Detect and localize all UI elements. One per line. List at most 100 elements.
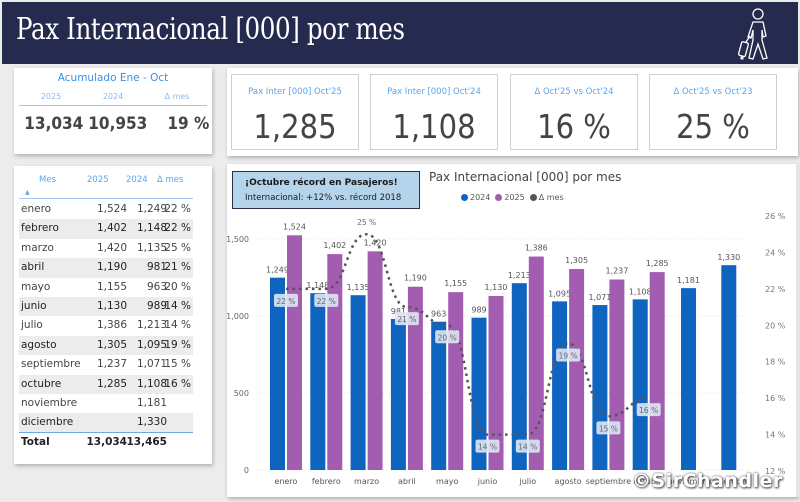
cell-2025: 1,305 — [96, 338, 127, 351]
data-label-2025: 1,190 — [404, 274, 427, 283]
bar-2024 — [310, 293, 326, 470]
y-left-tick-label: 1,000 — [227, 312, 249, 321]
x-tick-label: agosto — [555, 477, 582, 486]
cell-2025: 1,190 — [96, 261, 127, 274]
legend-item-2025[interactable]: 2025 — [495, 193, 525, 202]
data-label-2024: 1,071 — [588, 293, 611, 302]
data-label-2024: 1,330 — [717, 253, 740, 262]
cell-2025: 1,130 — [96, 299, 127, 312]
kpi-value: 25 % — [676, 107, 750, 146]
kpi-label: Δ Oct'25 vs Oct'23 — [673, 87, 753, 97]
delta-data-label: 14 % — [478, 443, 497, 452]
cell-delta: 19 % — [164, 338, 191, 351]
bar-2025 — [569, 269, 585, 470]
cell-2024: 1,095 — [136, 338, 167, 351]
cell-2025: 1,386 — [96, 319, 127, 332]
scrollbar[interactable] — [796, 164, 800, 497]
x-tick-label: marzo — [354, 477, 379, 486]
bar-2024 — [511, 283, 527, 470]
delta-label-box — [274, 293, 298, 307]
kpi-card: Pax Inter [000] Oct'25 1,285 — [231, 74, 359, 150]
table-row[interactable]: junio 1,130 989 14 % — [19, 296, 193, 317]
sort-ascending-icon[interactable]: ▲ — [25, 189, 30, 196]
cell-2024: 1,071 — [136, 358, 167, 371]
table-row[interactable]: febrero 1,402 1,148 22 % — [19, 219, 193, 239]
y-right-tick-label: 14 % — [765, 431, 786, 440]
callout-detail: Internacional: +12% vs. récord 2018 — [245, 193, 402, 203]
table-row[interactable]: septiembre 1,237 1,071 15 % — [19, 355, 193, 374]
data-label-2025: 1,402 — [323, 241, 346, 250]
data-label-2024: 963 — [431, 310, 446, 319]
data-label-2024: 1,213 — [508, 271, 531, 280]
legend-label: 2024 — [470, 193, 491, 202]
callout-headline: ¡Octubre récord en Pasajeros! — [245, 178, 398, 188]
data-label-2024: 989 — [471, 306, 486, 315]
cell-delta: 14 % — [164, 319, 191, 332]
table-row[interactable]: agosto 1,305 1,095 19 % — [19, 335, 193, 356]
x-tick-label: noviembre — [668, 477, 711, 486]
cell-delta: 14 % — [164, 299, 191, 312]
data-label-2025: 1,305 — [565, 256, 588, 265]
kpi-group: Pax Inter [000] Oct'25 1,285 Pax Inter [… — [227, 68, 798, 156]
accumulated-2024: 10,953 — [88, 114, 148, 134]
header-mes[interactable]: Mes — [39, 175, 56, 185]
table-row[interactable]: marzo 1,420 1,135 25 % — [19, 239, 193, 258]
cell-2025: 1,402 — [96, 222, 127, 235]
cell-2024: 1,148 — [136, 222, 167, 235]
delta-data-label: 15 % — [599, 424, 618, 433]
table-row[interactable]: abril 1,190 981 21 % — [19, 258, 193, 278]
table-row[interactable]: noviembre 1,181 — [19, 394, 193, 413]
delta-label-box — [596, 421, 621, 435]
delta-data-label: 25 % — [357, 218, 376, 227]
header-2024[interactable]: 2024 — [126, 175, 148, 185]
table-row[interactable]: julio 1,386 1,213 14 % — [19, 316, 193, 335]
data-label-2025: 1,285 — [646, 259, 669, 268]
cell-delta: 22 % — [164, 222, 191, 235]
kpi-value: 1,285 — [253, 107, 337, 146]
cell-month: junio — [21, 299, 47, 312]
cell-total-label: Total — [21, 435, 50, 448]
legend-label: Δ mes — [538, 193, 564, 202]
table-total-row: Total 13,034 13,465 — [19, 433, 193, 452]
header-delta[interactable]: Δ mes — [157, 175, 184, 185]
cell-2025: 1,285 — [96, 377, 127, 390]
chart-card: 0 500 1,000 1,500 12 % 14 % 16 % 18 % 20 % 22 % 24… — [227, 164, 798, 497]
cell-month: abril — [21, 261, 45, 274]
cell-month: agosto — [21, 338, 57, 351]
delta-data-label: 22 % — [317, 297, 336, 306]
y-right-tick-label: 12 % — [765, 467, 786, 476]
chart-title: Pax Internacional [000] por mes — [429, 170, 622, 184]
delta-data-label: 14 % — [518, 443, 537, 452]
data-label-2025: 1,524 — [283, 222, 306, 231]
bar-2025 — [407, 286, 423, 470]
cell-delta: 20 % — [164, 280, 191, 293]
legend-dot-2025 — [495, 194, 503, 201]
bar-2025 — [287, 235, 302, 470]
legend-dot-delta — [529, 194, 537, 201]
kpi-label: Pax Inter [000] Oct'24 — [387, 87, 481, 97]
cell-delta: 15 % — [164, 358, 191, 371]
legend-item-2024[interactable]: 2024 — [461, 193, 490, 202]
accumulated-card: Acumulado Ene - Oct 2025 2024 Δ mes 13,0… — [14, 68, 212, 154]
delta-data-label: 19 % — [559, 352, 578, 361]
cell-month: septiembre — [21, 358, 81, 371]
col-2024: 2024 — [102, 92, 124, 101]
data-label-2024: 1,148 — [306, 281, 329, 290]
x-tick-label: septiembre — [586, 477, 631, 486]
cell-delta: 22 % — [164, 203, 191, 215]
table-row[interactable]: diciembre 1,330 — [19, 413, 193, 433]
delta-label-box — [435, 330, 460, 344]
table-row[interactable]: mayo 1,155 963 20 % — [19, 278, 193, 297]
x-tick-label: junio — [477, 477, 498, 486]
cell-2024: 1,108 — [136, 377, 167, 390]
chart-legend: 2024 2025 Δ mes — [461, 193, 564, 202]
table-row[interactable]: enero 1,524 1,249 22 % — [19, 200, 193, 219]
bar-line-chart: 0 500 1,000 1,500 12 % 14 % 16 % 18 % 20 % 22 % 24… — [227, 212, 786, 486]
delta-label-box — [475, 439, 500, 453]
table-row[interactable]: octubre 1,285 1,108 16 % — [19, 374, 193, 394]
legend-item-delta[interactable]: Δ mes — [529, 193, 564, 202]
bar-2024 — [681, 288, 696, 470]
header-2025[interactable]: 2025 — [87, 175, 109, 185]
x-tick-label: julio — [518, 477, 536, 486]
data-label-2025: 1,420 — [364, 238, 387, 247]
